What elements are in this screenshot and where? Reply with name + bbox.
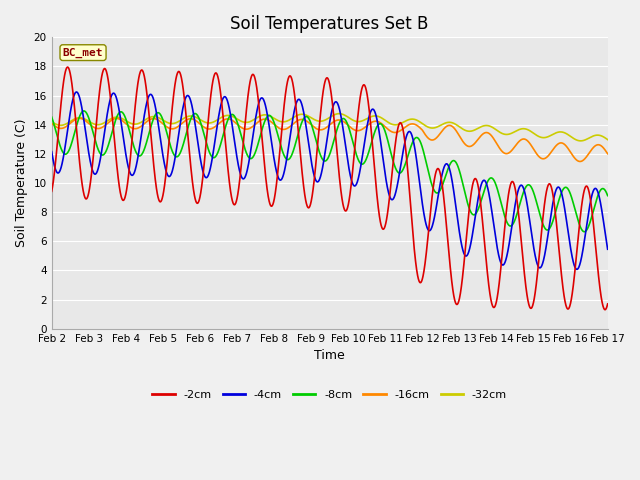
-4cm — [145, 95, 152, 100]
-4cm — [604, 246, 611, 252]
Line: -2cm: -2cm — [52, 67, 607, 310]
-16cm — [145, 118, 152, 123]
-8cm — [580, 229, 588, 235]
-32cm — [335, 111, 343, 117]
-16cm — [111, 116, 119, 121]
Line: -8cm: -8cm — [52, 111, 607, 232]
-32cm — [593, 132, 601, 138]
-2cm — [111, 146, 119, 152]
-16cm — [576, 158, 584, 164]
-2cm — [261, 168, 269, 174]
-4cm — [73, 89, 81, 95]
-2cm — [64, 64, 72, 70]
-8cm — [285, 156, 293, 162]
-2cm — [285, 73, 293, 79]
-16cm — [76, 115, 83, 121]
-4cm — [593, 187, 601, 193]
-32cm — [111, 114, 119, 120]
-4cm — [573, 266, 580, 272]
-8cm — [80, 108, 88, 114]
-2cm — [604, 301, 611, 307]
Y-axis label: Soil Temperature (C): Soil Temperature (C) — [15, 119, 28, 247]
Legend: -2cm, -4cm, -8cm, -16cm, -32cm: -2cm, -4cm, -8cm, -16cm, -32cm — [148, 386, 511, 405]
-32cm — [48, 119, 56, 125]
-2cm — [601, 307, 609, 312]
-2cm — [145, 104, 152, 109]
-32cm — [533, 132, 541, 138]
-32cm — [604, 137, 611, 143]
Line: -4cm: -4cm — [52, 92, 607, 269]
-4cm — [48, 149, 56, 155]
-16cm — [285, 124, 293, 130]
-32cm — [144, 115, 152, 121]
-4cm — [285, 140, 293, 146]
-32cm — [285, 117, 292, 123]
-4cm — [261, 101, 269, 107]
-16cm — [604, 151, 611, 156]
-8cm — [604, 193, 611, 199]
-8cm — [111, 118, 119, 124]
-16cm — [533, 151, 541, 157]
-2cm — [48, 189, 56, 194]
-8cm — [533, 201, 541, 207]
-32cm — [577, 138, 584, 144]
-32cm — [261, 112, 269, 118]
-16cm — [593, 142, 601, 148]
Line: -16cm: -16cm — [52, 118, 607, 161]
-16cm — [48, 120, 56, 126]
-16cm — [261, 116, 269, 122]
Text: BC_met: BC_met — [63, 48, 103, 58]
-2cm — [533, 275, 541, 281]
-8cm — [145, 133, 152, 139]
-4cm — [111, 92, 119, 98]
-2cm — [593, 257, 601, 263]
X-axis label: Time: Time — [314, 349, 345, 362]
Line: -32cm: -32cm — [52, 114, 607, 141]
-8cm — [593, 195, 601, 201]
-8cm — [48, 114, 56, 120]
-4cm — [533, 260, 541, 266]
-8cm — [261, 118, 269, 123]
Title: Soil Temperatures Set B: Soil Temperatures Set B — [230, 15, 429, 33]
